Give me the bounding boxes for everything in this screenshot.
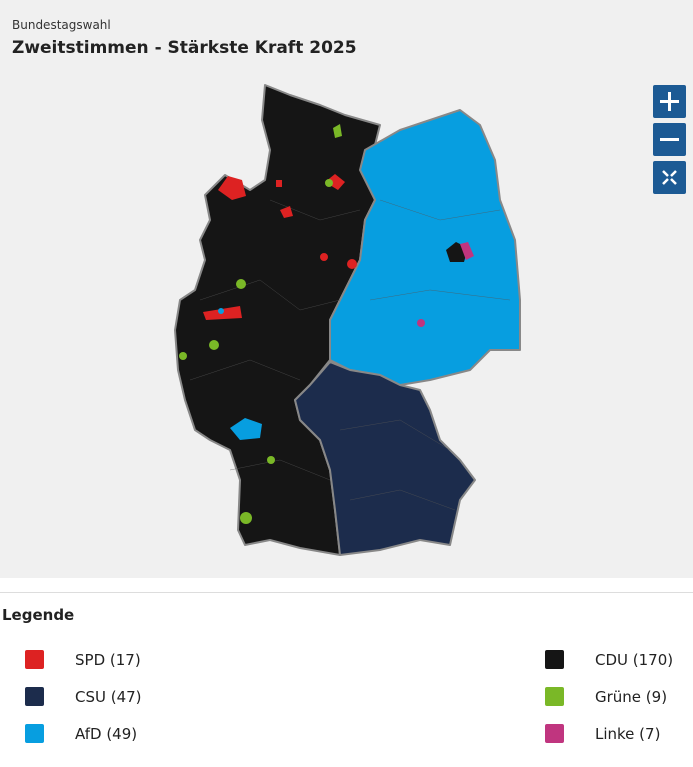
legend-swatch (545, 724, 564, 743)
map (174, 84, 521, 556)
district-borders (189, 199, 511, 511)
legend-swatch (25, 724, 44, 743)
district-spots (179, 124, 474, 524)
legend-label: AfD (49) (75, 725, 138, 743)
separator (0, 592, 693, 593)
legend-label: Grüne (9) (595, 688, 668, 706)
legend-label: Linke (7) (595, 725, 661, 743)
zoom-out-button[interactable] (653, 123, 686, 156)
region-afd (329, 109, 521, 386)
legend-swatch (25, 650, 44, 669)
zoom-in-button[interactable] (653, 85, 686, 118)
map-panel: Bundestagswahl Zweitstimmen - Stärkste K… (0, 0, 693, 578)
title: Zweitstimmen - Stärkste Kraft 2025 (12, 38, 357, 58)
reset-button[interactable] (653, 161, 686, 194)
legend-label: CSU (47) (75, 688, 142, 706)
plus-icon (660, 92, 679, 111)
legend-swatch (545, 650, 564, 669)
region-csu (294, 361, 476, 556)
legend-label: SPD (17) (75, 651, 141, 669)
reset-icon (662, 170, 677, 185)
minus-icon (660, 138, 679, 141)
overline: Bundestagswahl (12, 18, 111, 32)
legend-title: Legende (2, 606, 75, 624)
legend-swatch (25, 687, 44, 706)
legend-swatch (545, 687, 564, 706)
legend-label: CDU (170) (595, 651, 674, 669)
